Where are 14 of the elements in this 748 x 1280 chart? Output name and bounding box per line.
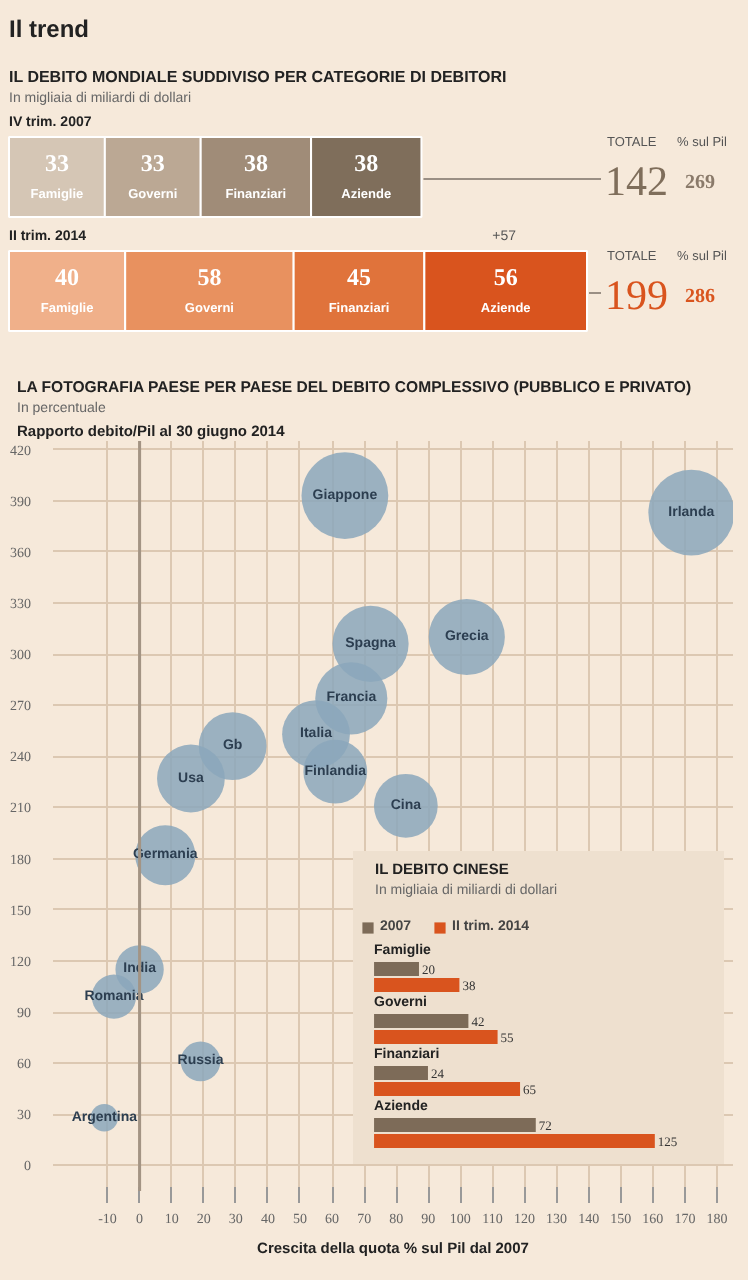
data-label: 38 bbox=[354, 149, 379, 177]
text: 142 bbox=[605, 157, 668, 205]
text: 286 bbox=[685, 286, 715, 308]
data-label: 58 bbox=[197, 263, 222, 291]
data-label: 45 bbox=[346, 263, 371, 291]
text: 269 bbox=[685, 172, 715, 194]
text: 199 bbox=[605, 271, 668, 319]
data-label: 56 bbox=[493, 263, 518, 291]
data-label: 38 bbox=[243, 149, 268, 177]
data-label: 33 bbox=[140, 149, 165, 177]
text: Il trend bbox=[9, 15, 90, 43]
chart-title: IL DEBITO MONDIALE SUDDIVISO PER CATEGORIE DI DEBITORI bbox=[9, 68, 507, 86]
data-label: 33 bbox=[44, 149, 69, 177]
data-label: 40 bbox=[55, 263, 80, 291]
